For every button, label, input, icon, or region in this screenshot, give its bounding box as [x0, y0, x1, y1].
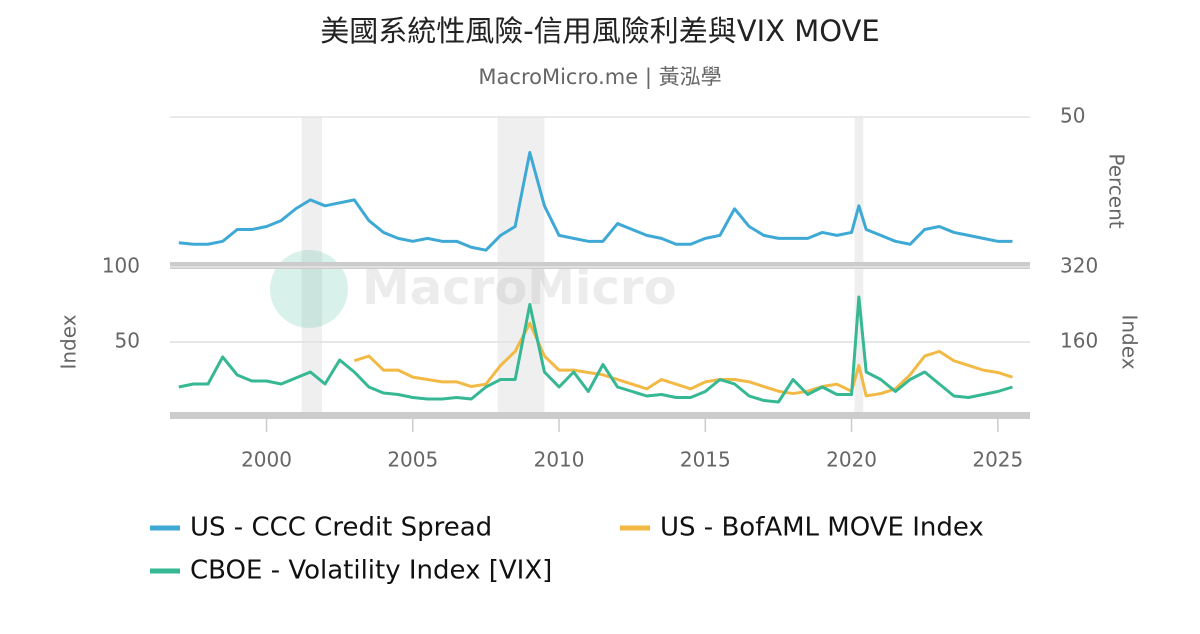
y-tick-label: 50: [1060, 104, 1085, 128]
y-tick-label: 100: [102, 254, 140, 278]
watermark: MacroMicro: [270, 250, 677, 328]
chart-subtitle: MacroMicro.me | 黃泓學: [478, 65, 721, 90]
y2-axis-title: Index: [1118, 314, 1142, 369]
y2-axis-title: Percent: [1105, 153, 1129, 228]
series-line: [178, 151, 1013, 252]
x-tick-label: 2025: [972, 448, 1023, 472]
y-tick-label: 160: [1060, 329, 1098, 353]
series-line: [353, 321, 1013, 398]
x-tick-label: 2010: [534, 448, 585, 472]
legend-label: CBOE - Volatility Index [VIX]: [190, 556, 552, 586]
x-tick-label: 2005: [387, 448, 438, 472]
watermark-logo: [270, 250, 348, 328]
y-axis-title: Index: [57, 314, 81, 369]
x-tick-label: 2020: [826, 448, 877, 472]
panel-separator: [170, 262, 1030, 269]
series-line: [178, 295, 1013, 404]
panel-axis: [170, 412, 1030, 419]
x-tick-label: 2015: [680, 448, 731, 472]
watermark-text: MacroMicro: [362, 260, 677, 316]
chart-title: 美國系統性風險-信用風險利差與VIX MOVE: [320, 14, 879, 48]
x-tick-label: 2000: [241, 448, 292, 472]
legend-label: US - CCC Credit Spread: [190, 513, 492, 543]
legend-label: US - BofAML MOVE Index: [660, 513, 984, 543]
y-tick-label: 320: [1060, 254, 1098, 278]
y-tick-label: 50: [115, 329, 140, 353]
